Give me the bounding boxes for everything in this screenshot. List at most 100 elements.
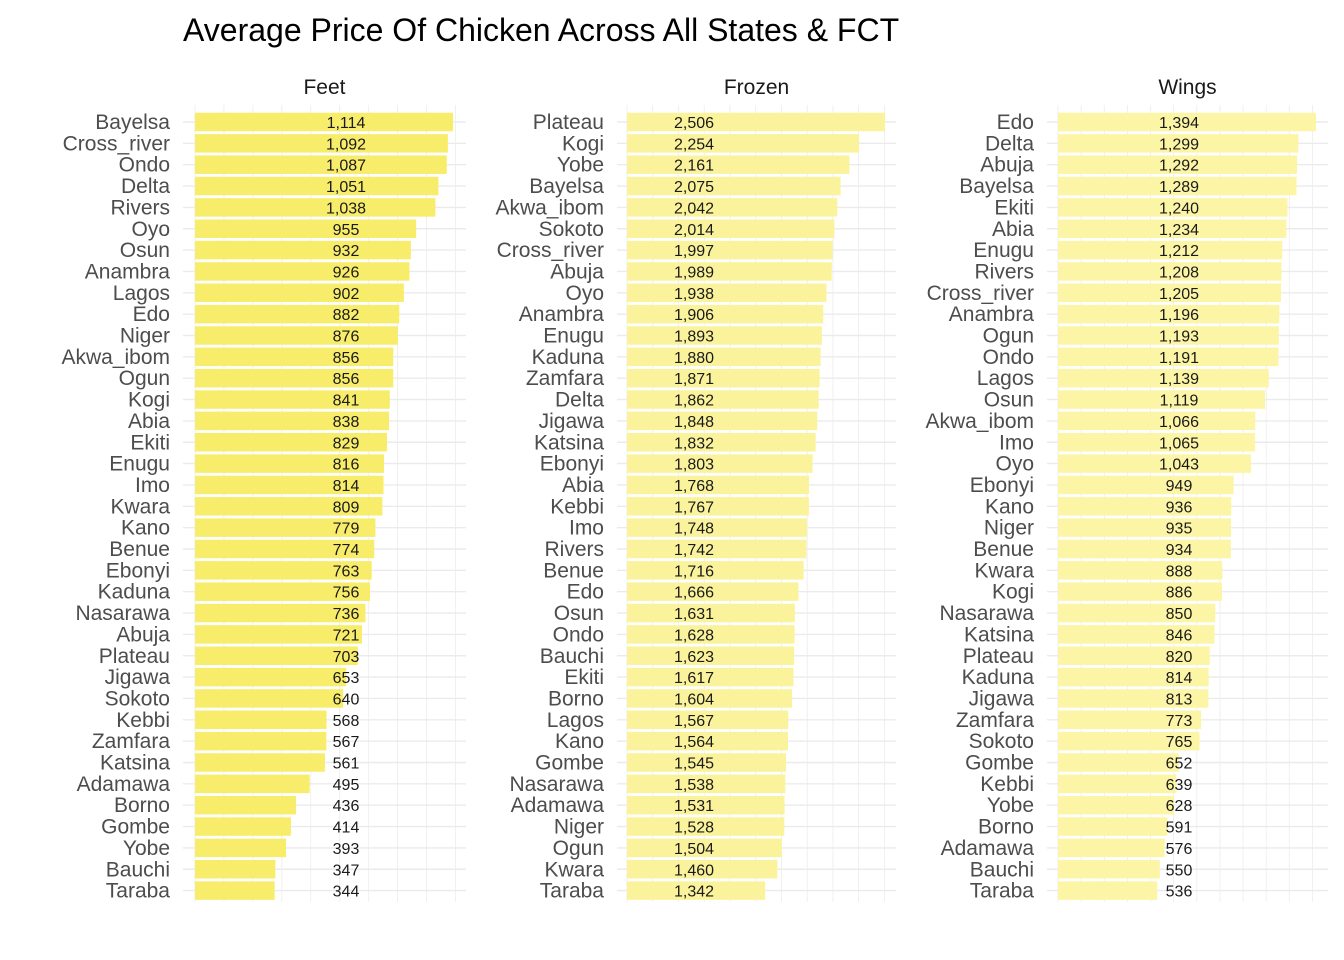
bar — [195, 838, 287, 858]
category-label: Benue — [543, 559, 604, 582]
bar — [1058, 475, 1234, 495]
category-label: Benue — [109, 538, 170, 561]
bar — [627, 497, 809, 516]
value-label: 1,564 — [674, 734, 714, 751]
value-labels: 1,114 1,092 1,087 1,051 1,038 955 932 926 902 882… — [326, 115, 366, 901]
category-label: Enugu — [973, 239, 1034, 262]
value-label: 1,114 — [327, 115, 366, 132]
value-label: 1,092 — [326, 136, 366, 153]
bar — [627, 667, 794, 687]
value-label: 809 — [333, 499, 360, 516]
category-label: Gombe — [535, 752, 604, 775]
category-label: Kebbi — [980, 773, 1034, 796]
value-label: 1,623 — [674, 649, 714, 666]
category-label: Anambra — [519, 303, 605, 326]
category-label: Kwara — [110, 495, 170, 518]
category-label: Abia — [562, 474, 604, 497]
value-label: 1,893 — [674, 329, 714, 346]
bar — [195, 283, 404, 303]
bar — [1058, 497, 1232, 516]
category-label: Delta — [121, 175, 170, 198]
value-label: 2,161 — [674, 158, 714, 175]
value-label: 1,666 — [674, 585, 714, 602]
value-label: 846 — [1166, 627, 1193, 644]
category-label: Gombe — [101, 816, 170, 839]
value-label: 1,051 — [326, 179, 366, 196]
value-label: 1,066 — [1159, 414, 1199, 431]
bar — [1058, 283, 1282, 303]
bar — [627, 198, 838, 217]
value-label: 949 — [1166, 478, 1193, 495]
value-label: 1,803 — [674, 457, 714, 474]
bar — [195, 112, 453, 132]
value-label: 736 — [333, 606, 360, 623]
category-label: Kaduna — [98, 581, 171, 604]
value-label: 1,289 — [1159, 179, 1199, 196]
facet-title: Wings — [1158, 76, 1216, 99]
category-label: Cross_river — [927, 282, 1034, 305]
value-label: 550 — [1166, 862, 1193, 879]
category-label: Nasarawa — [75, 602, 170, 625]
category-label: Niger — [554, 816, 604, 839]
value-label: 567 — [333, 734, 360, 751]
value-label: 2,254 — [674, 136, 714, 153]
bar — [195, 753, 325, 772]
category-label: Cross_river — [63, 132, 170, 155]
bar — [195, 731, 327, 751]
category-label: Plateau — [99, 645, 170, 668]
bar — [1058, 433, 1256, 452]
category-label: Sokoto — [105, 687, 170, 710]
value-label: 1,742 — [674, 542, 714, 559]
bar — [195, 817, 291, 836]
bar — [195, 433, 387, 452]
category-label: Zamfara — [92, 730, 171, 753]
category-label: Cross_river — [497, 239, 604, 262]
facet-title: Feet — [303, 76, 345, 99]
bar — [195, 667, 347, 687]
value-label: 820 — [1166, 649, 1193, 666]
bar — [1058, 603, 1216, 623]
category-label: Zamfara — [956, 709, 1035, 732]
bar — [1058, 347, 1279, 367]
bar — [627, 625, 795, 644]
category-label: Katsina — [100, 752, 170, 775]
category-label: Rivers — [544, 538, 604, 561]
bar — [1058, 454, 1252, 473]
category-label: Abuja — [980, 154, 1034, 177]
bar — [195, 561, 372, 580]
bar — [1058, 390, 1266, 409]
value-label: 1,038 — [326, 200, 366, 217]
category-label: Imo — [135, 474, 170, 497]
value-label: 1,832 — [674, 435, 714, 452]
category-label: Zamfara — [526, 367, 605, 390]
category-label: Yobe — [987, 794, 1034, 817]
bar — [1058, 539, 1231, 559]
bar — [1058, 198, 1288, 217]
value-label: 934 — [1166, 542, 1193, 559]
value-label: 1,299 — [1159, 136, 1199, 153]
value-label: 561 — [333, 756, 360, 773]
value-label: 856 — [333, 350, 360, 367]
bar — [195, 625, 362, 644]
value-label: 393 — [333, 841, 360, 858]
category-label: Borno — [548, 687, 604, 710]
category-label: Abia — [992, 218, 1034, 241]
category-label: Ondo — [983, 346, 1034, 369]
category-label: Abuja — [550, 260, 604, 283]
bar — [627, 860, 778, 879]
category-label: Katsina — [534, 431, 604, 454]
category-label: Nasarawa — [939, 602, 1034, 625]
bar — [627, 411, 818, 431]
value-label: 1,240 — [1159, 200, 1199, 217]
category-label: Enugu — [109, 453, 170, 476]
bar — [1058, 326, 1279, 345]
category-label: Adamawa — [77, 773, 171, 796]
value-label: 936 — [1166, 499, 1193, 516]
value-label: 756 — [333, 585, 360, 602]
value-label: 703 — [333, 649, 360, 666]
value-label: 1,460 — [674, 862, 714, 879]
value-label: 414 — [333, 820, 360, 837]
value-label: 765 — [1166, 734, 1193, 751]
bar — [627, 454, 813, 473]
